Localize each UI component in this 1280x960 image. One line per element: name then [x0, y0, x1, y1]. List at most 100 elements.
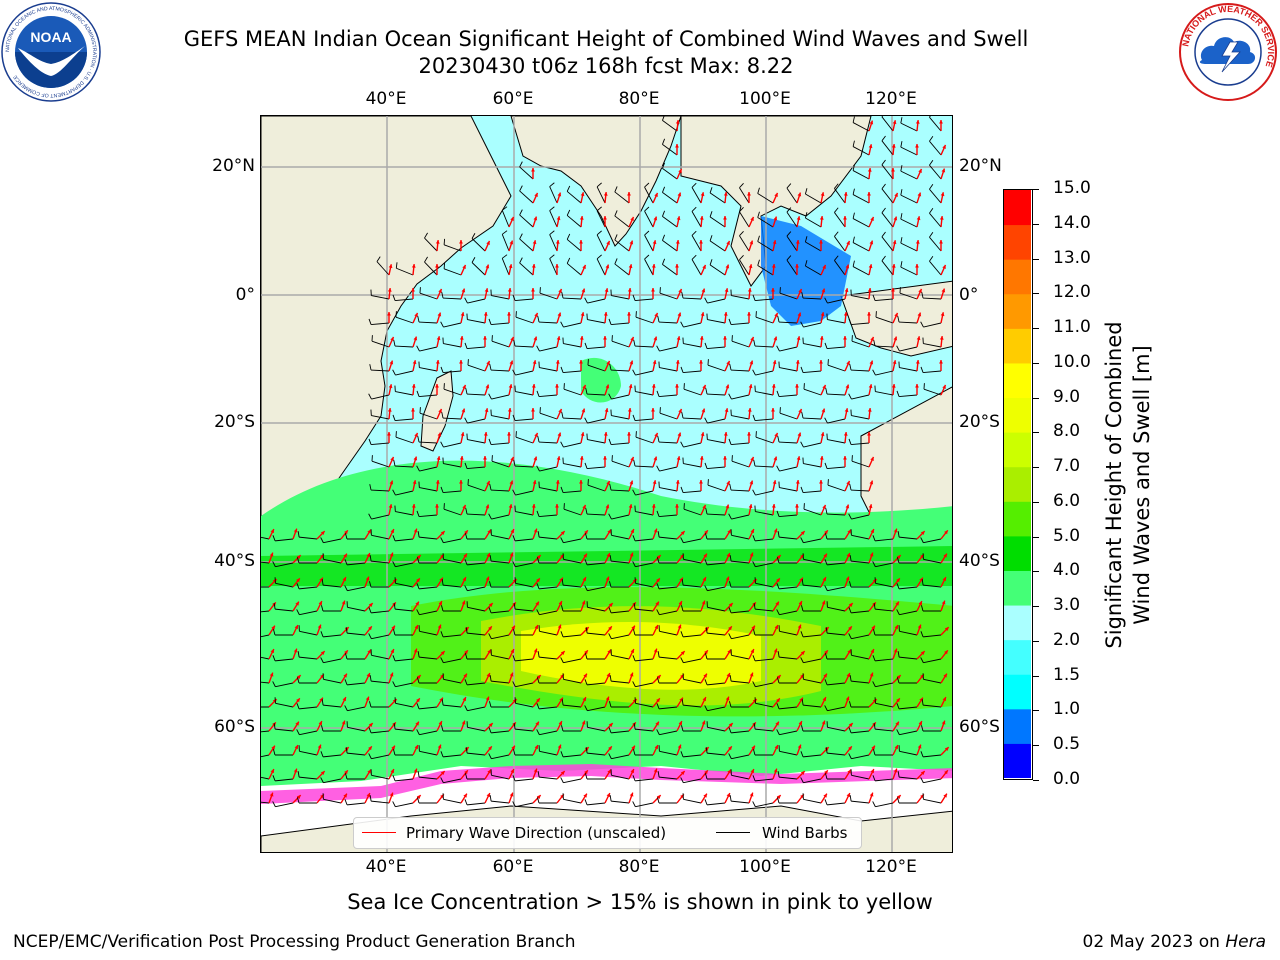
wind-barb	[875, 316, 894, 324]
wind-barb-flag	[443, 238, 446, 245]
wave-direction-arrowhead	[943, 553, 947, 558]
wind-barb	[566, 263, 582, 276]
wave-direction-arrowhead	[702, 264, 706, 269]
wave-direction-arrowhead	[915, 384, 919, 388]
wind-barb	[299, 706, 318, 710]
wave-direction-arrowhead	[680, 531, 685, 535]
wind-barb	[923, 658, 942, 664]
wave-direction-arrowhead	[367, 529, 371, 534]
wave-direction-arrowhead	[702, 697, 707, 702]
wave-direction-arrowhead	[555, 240, 560, 244]
colorbar-tick-label: 1.5	[1053, 664, 1081, 685]
wind-barb	[443, 322, 462, 328]
wind-barb-flag	[753, 749, 756, 756]
wind-barb	[299, 536, 318, 540]
wind-barb-flag	[897, 797, 900, 804]
wind-barb	[851, 369, 870, 372]
wind-barb-flag	[800, 486, 804, 493]
wind-barb	[881, 236, 894, 252]
wave-direction-arrowhead	[867, 192, 871, 196]
wind-barb	[779, 514, 798, 518]
wind-barb-flag	[662, 258, 666, 265]
wind-barb	[596, 210, 606, 228]
wind-barb-flag	[680, 631, 684, 638]
wind-barb-flag	[369, 364, 372, 371]
wind-barb	[707, 393, 726, 396]
wind-barb-flag	[752, 775, 756, 782]
lon-top-label: 120°E	[865, 89, 917, 109]
wind-barb	[519, 214, 534, 228]
wave-direction-arrowhead	[726, 553, 731, 558]
wind-barb	[803, 297, 822, 300]
wind-barb	[875, 778, 894, 782]
wind-barb	[491, 534, 510, 540]
wind-barb-flag	[321, 725, 324, 732]
wind-barb	[757, 193, 774, 204]
wind-barb	[755, 728, 774, 732]
wind-barb-flag	[608, 607, 612, 614]
wave-direction-arrowhead	[487, 649, 491, 654]
wave-direction-arrowhead	[701, 600, 706, 605]
wave-direction-arrowhead	[584, 650, 588, 655]
wind-barb-flag	[609, 364, 612, 371]
wave-direction-arrowhead	[844, 288, 849, 293]
wind-barb	[635, 582, 654, 588]
wave-direction-arrowhead	[487, 529, 491, 534]
colorbar-tick-mark	[1033, 571, 1039, 573]
wave-direction-arrowhead	[917, 192, 922, 197]
wind-barb-flag	[872, 369, 876, 376]
wave-direction-arrowhead	[678, 601, 683, 606]
wind-barb	[707, 418, 726, 424]
wind-barb-flag	[681, 412, 684, 419]
wave-direction-arrowhead	[460, 312, 465, 317]
wind-barb	[803, 754, 822, 758]
wave-direction-arrowhead	[606, 480, 610, 485]
wave-direction-arrowhead	[390, 769, 395, 774]
wind-barb	[539, 750, 558, 756]
wind-barb	[827, 513, 846, 516]
wind-barb-flag	[777, 797, 780, 804]
wind-barb	[755, 538, 774, 542]
wave-direction-arrowhead	[320, 531, 325, 535]
wind-barb	[443, 658, 462, 664]
wind-barb-flag	[680, 657, 684, 663]
wave-direction-arrowhead	[655, 721, 659, 726]
wind-barb	[731, 534, 750, 540]
wave-direction-arrowhead	[438, 601, 443, 606]
colorbar-tick-label: 6.0	[1053, 490, 1081, 511]
wind-barb-flag	[753, 629, 756, 636]
wave-direction-arrowhead	[846, 673, 851, 678]
colorbar-tick-label: 13.0	[1053, 247, 1091, 268]
wind-barb-flag	[657, 316, 660, 323]
wind-barb	[371, 680, 390, 684]
wind-barb	[683, 490, 702, 494]
wind-barb-flag	[584, 342, 588, 349]
wave-direction-arrowhead	[630, 649, 635, 654]
wind-barb	[779, 750, 798, 756]
wave-direction-arrowhead	[654, 745, 659, 750]
wind-barb	[691, 187, 702, 204]
wind-barb-flag	[609, 581, 612, 588]
wind-barb-flag	[549, 230, 555, 235]
wind-barb-flag	[519, 185, 523, 192]
wave-direction-arrowhead	[367, 649, 371, 654]
wind-barb	[662, 240, 678, 252]
wave-direction-arrowhead	[943, 673, 947, 678]
wind-barb	[395, 345, 414, 348]
wave-direction-arrowhead	[771, 384, 776, 388]
wave-direction-arrowhead	[843, 336, 847, 340]
wave-direction-arrowhead	[437, 624, 442, 629]
wave-direction-arrowhead	[822, 697, 827, 702]
lon-bottom-label: 120°E	[865, 857, 917, 877]
wind-barb	[827, 752, 846, 756]
wind-barb	[371, 754, 390, 760]
wind-barb-flag	[644, 230, 650, 236]
wind-barb-flag	[834, 255, 839, 261]
wave-direction-arrowhead	[629, 792, 634, 797]
wind-barb	[827, 606, 846, 612]
wind-barb	[395, 582, 414, 588]
wind-barb	[875, 538, 894, 542]
wind-barb	[683, 778, 702, 784]
wave-direction-arrowhead	[412, 480, 417, 485]
wind-barb-flag	[800, 777, 804, 783]
